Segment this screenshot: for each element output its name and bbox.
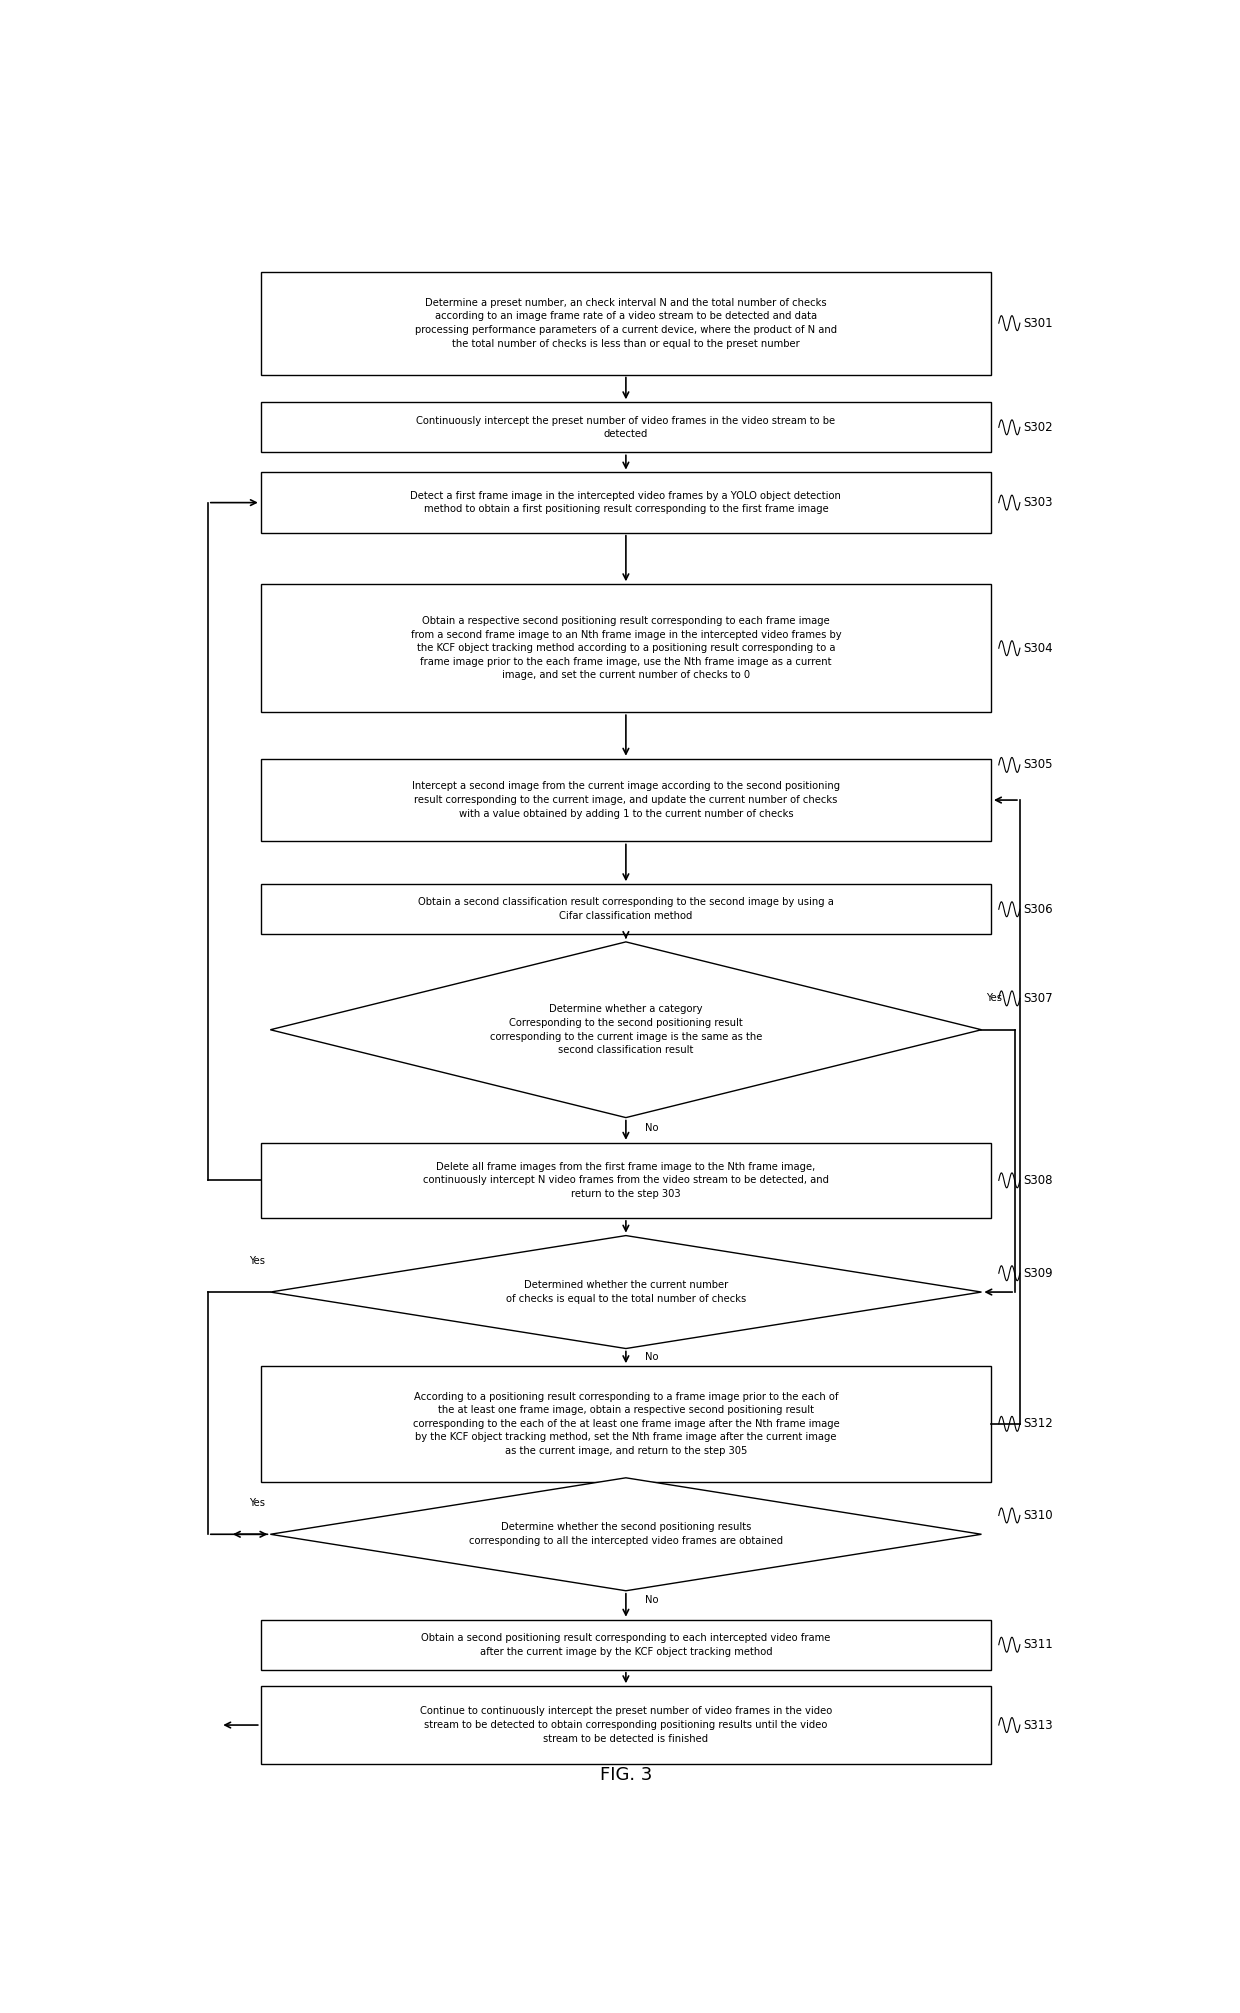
- Polygon shape: [270, 1236, 982, 1349]
- Text: S311: S311: [1024, 1639, 1054, 1651]
- FancyBboxPatch shape: [260, 1620, 991, 1671]
- Text: Yes: Yes: [249, 1256, 265, 1266]
- Text: Continuously intercept the preset number of video frames in the video stream to : Continuously intercept the preset number…: [417, 415, 836, 439]
- Text: Determine a preset number, an check interval N and the total number of checks
ac: Determine a preset number, an check inte…: [415, 298, 837, 348]
- FancyBboxPatch shape: [260, 1367, 991, 1482]
- FancyBboxPatch shape: [260, 403, 991, 453]
- Text: S305: S305: [1024, 759, 1053, 771]
- FancyBboxPatch shape: [260, 1143, 991, 1218]
- Text: Continue to continuously intercept the preset number of video frames in the vide: Continue to continuously intercept the p…: [420, 1707, 832, 1743]
- Text: S304: S304: [1024, 642, 1053, 654]
- Text: S313: S313: [1024, 1719, 1053, 1731]
- Text: Determined whether the current number
of checks is equal to the total number of : Determined whether the current number of…: [506, 1280, 746, 1304]
- FancyBboxPatch shape: [260, 759, 991, 841]
- Text: Yes: Yes: [249, 1498, 265, 1508]
- Text: Obtain a respective second positioning result corresponding to each frame image
: Obtain a respective second positioning r…: [410, 616, 841, 680]
- Text: Determine whether a category
Corresponding to the second positioning result
corr: Determine whether a category Correspondi…: [490, 1004, 763, 1055]
- Text: No: No: [645, 1353, 658, 1363]
- Text: FIG. 3: FIG. 3: [600, 1765, 652, 1784]
- Text: Delete all frame images from the first frame image to the Nth frame image,
conti: Delete all frame images from the first f…: [423, 1162, 828, 1200]
- Text: S308: S308: [1024, 1174, 1053, 1188]
- Text: S306: S306: [1024, 902, 1053, 916]
- Text: S303: S303: [1024, 495, 1053, 509]
- Text: S302: S302: [1024, 421, 1053, 435]
- Polygon shape: [270, 942, 982, 1117]
- Text: Obtain a second classification result corresponding to the second image by using: Obtain a second classification result co…: [418, 898, 833, 922]
- Text: According to a positioning result corresponding to a frame image prior to the ea: According to a positioning result corres…: [413, 1391, 839, 1455]
- Text: S312: S312: [1024, 1417, 1054, 1431]
- FancyBboxPatch shape: [260, 1687, 991, 1763]
- Text: No: No: [645, 1123, 658, 1133]
- Text: No: No: [645, 1594, 658, 1604]
- Text: S309: S309: [1024, 1266, 1053, 1280]
- Text: Obtain a second positioning result corresponding to each intercepted video frame: Obtain a second positioning result corre…: [422, 1633, 831, 1657]
- FancyBboxPatch shape: [260, 272, 991, 374]
- Polygon shape: [270, 1478, 982, 1590]
- Text: S301: S301: [1024, 316, 1053, 330]
- FancyBboxPatch shape: [260, 473, 991, 533]
- Text: Yes: Yes: [986, 992, 1002, 1002]
- FancyBboxPatch shape: [260, 584, 991, 713]
- Text: Detect a first frame image in the intercepted video frames by a YOLO object dete: Detect a first frame image in the interc…: [410, 491, 841, 515]
- Text: S310: S310: [1024, 1510, 1053, 1522]
- FancyBboxPatch shape: [260, 884, 991, 934]
- Text: Intercept a second image from the current image according to the second position: Intercept a second image from the curren…: [412, 781, 839, 819]
- Text: S307: S307: [1024, 992, 1053, 1004]
- Text: Determine whether the second positioning results
corresponding to all the interc: Determine whether the second positioning…: [469, 1522, 782, 1546]
